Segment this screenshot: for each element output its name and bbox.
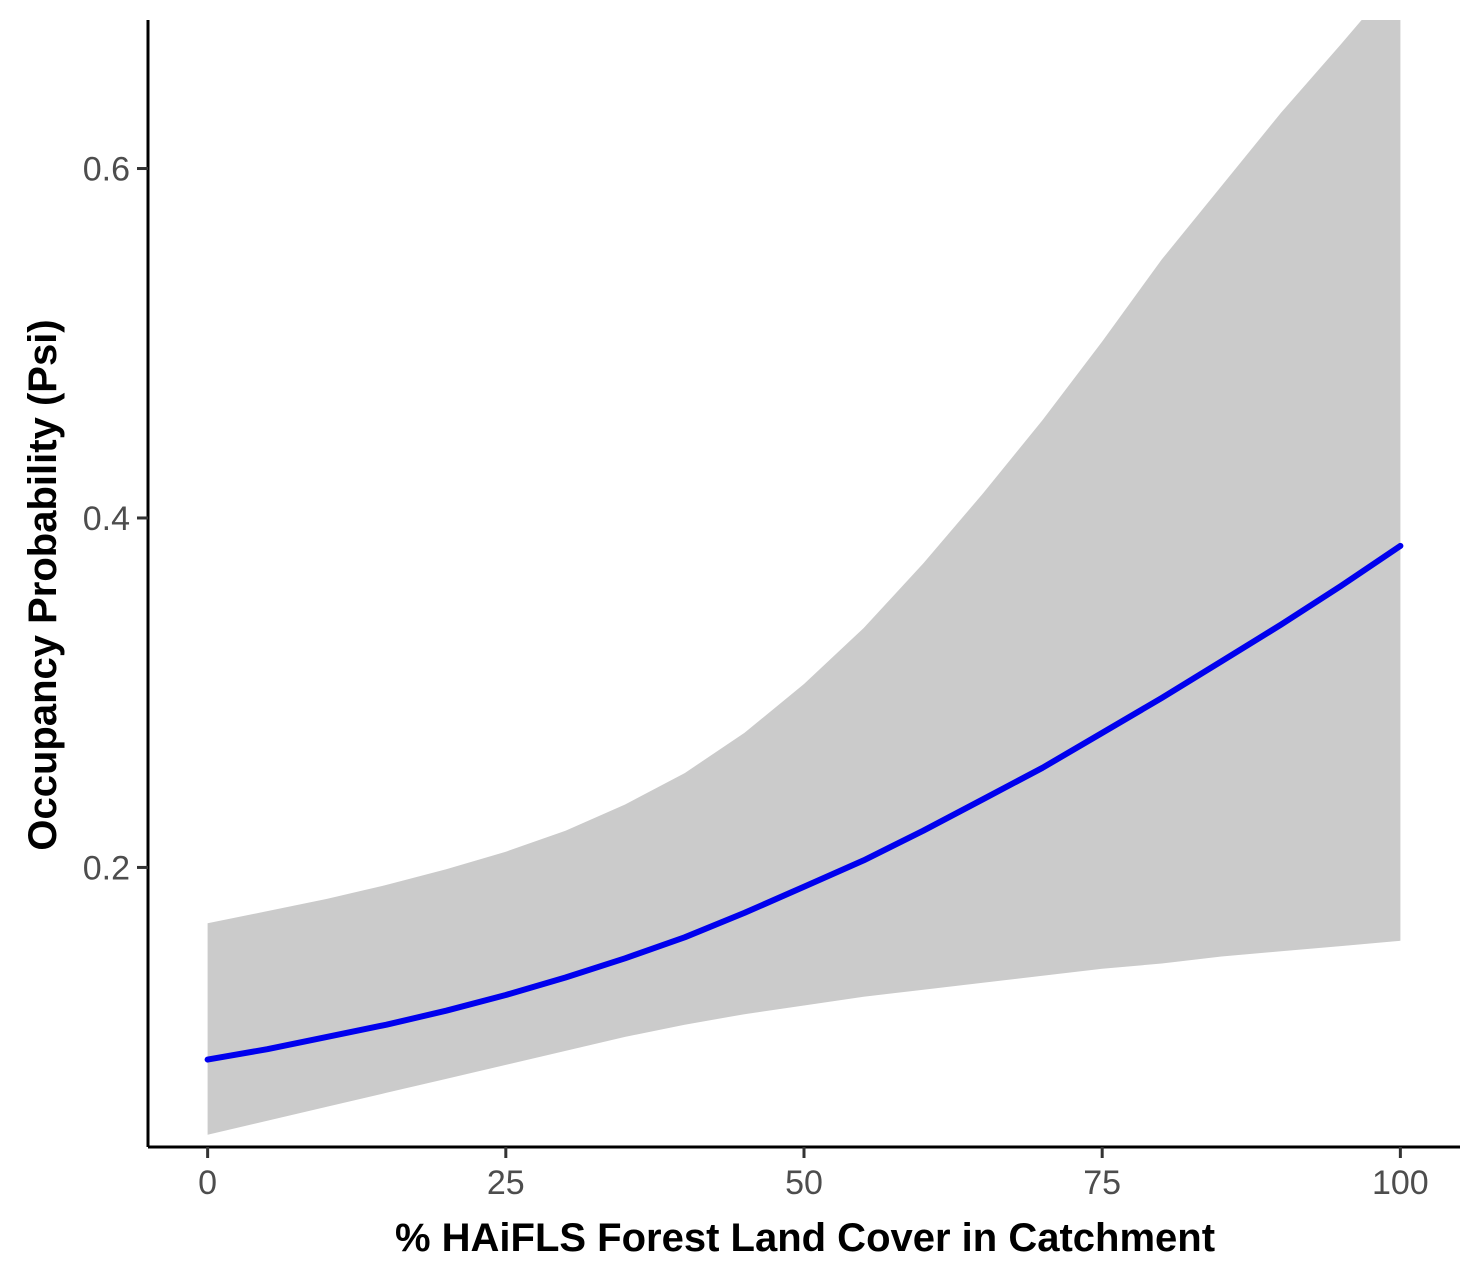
x-tick-label: 25: [487, 1164, 525, 1202]
x-tick-label: 0: [198, 1164, 217, 1202]
x-axis-title: % HAiFLS Forest Land Cover in Catchment: [395, 1216, 1215, 1260]
x-tick-label: 50: [785, 1164, 823, 1202]
series-line: [204, 542, 1404, 1063]
y-tick-label: 0.6: [83, 151, 130, 189]
x-tick-label: 100: [1372, 1164, 1429, 1202]
y-tick-label: 0.4: [83, 500, 130, 538]
plot-area: [204, 20, 1404, 1135]
confidence-band: [207, 20, 1401, 1135]
x-tick-label: 75: [1083, 1164, 1121, 1202]
y-tick-label: 0.2: [83, 849, 130, 887]
y-axis-title: Occupancy Probability (Psi): [21, 319, 65, 850]
axes: 0 25 50 75 100 0.2 0.4 0.6: [83, 20, 1460, 1202]
